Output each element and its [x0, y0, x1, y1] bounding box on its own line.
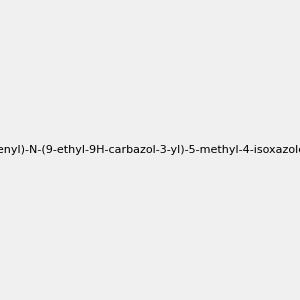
Text: 3-(2-chlorophenyl)-N-(9-ethyl-9H-carbazol-3-yl)-5-methyl-4-isoxazolecarboxamide: 3-(2-chlorophenyl)-N-(9-ethyl-9H-carbazo…: [0, 145, 300, 155]
